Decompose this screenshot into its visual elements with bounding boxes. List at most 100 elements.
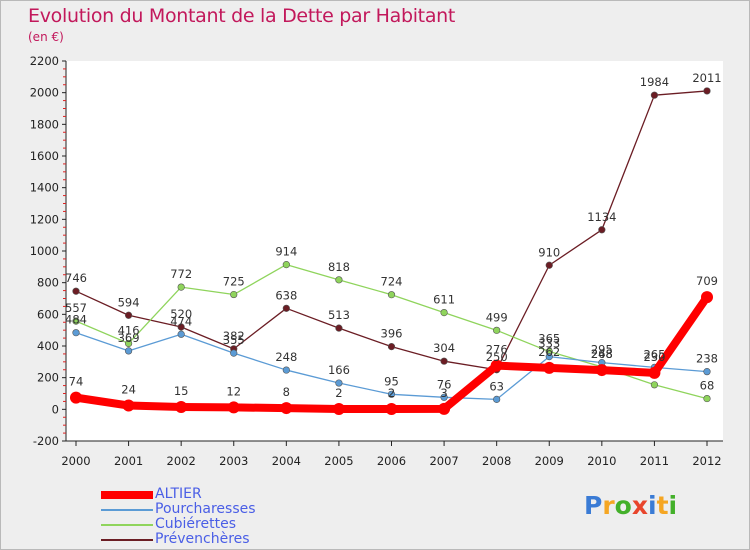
data-point [387, 390, 396, 398]
logo-letter: o [614, 491, 632, 520]
data-label: 248 [275, 350, 297, 364]
data-point [703, 368, 711, 376]
data-label: 268 [591, 347, 613, 361]
chart-title: Evolution du Montant de la Dette par Hab… [28, 5, 456, 27]
data-point [650, 91, 659, 99]
data-point [335, 324, 343, 332]
data-point [703, 394, 711, 403]
y-tick-label: 800 [37, 276, 59, 290]
data-point [70, 391, 82, 404]
data-point [282, 304, 290, 312]
data-label: 276 [486, 343, 508, 357]
y-tick-label: 600 [37, 307, 59, 321]
data-point [387, 343, 396, 351]
data-point [335, 276, 343, 284]
series-prvenchres [72, 87, 711, 374]
data-label: 12 [226, 384, 241, 398]
data-label: 474 [170, 314, 192, 328]
legend-label: Pourcharesses [155, 501, 256, 517]
y-tick-label: -200 [33, 434, 59, 448]
y-tick-label: 0 [52, 402, 59, 416]
legend-swatch [101, 509, 153, 511]
data-label: 262 [538, 345, 560, 359]
data-label: 369 [118, 331, 140, 345]
data-label: 396 [381, 327, 403, 341]
data-point [387, 291, 396, 299]
data-point [282, 261, 290, 269]
x-tick-label: 2001 [114, 454, 143, 468]
data-label: 709 [696, 274, 718, 288]
x-tick-label: 2012 [692, 454, 721, 468]
data-point [124, 311, 133, 319]
data-point [545, 353, 553, 361]
data-point [282, 366, 290, 374]
y-tick-label: 2200 [30, 54, 59, 68]
logo-letter: i [668, 491, 678, 520]
data-point [72, 287, 80, 295]
data-label: 513 [328, 308, 350, 322]
x-tick-label: 2005 [324, 454, 353, 468]
data-label: 166 [328, 363, 350, 377]
y-tick-label: 1800 [30, 117, 59, 131]
data-point [650, 381, 659, 389]
data-label: 382 [223, 329, 245, 343]
unit-label: (en €) [28, 30, 64, 44]
data-label: 3 [440, 386, 447, 400]
data-label: 520 [170, 307, 192, 321]
data-point [598, 226, 606, 234]
data-point [701, 291, 713, 304]
legend-swatch [101, 524, 153, 526]
legend-item: Prévenchères [101, 531, 361, 547]
data-label: 15 [174, 384, 189, 398]
data-label: 2 [335, 386, 342, 400]
y-tick-label: 200 [37, 371, 59, 385]
y-tick-label: 1400 [30, 181, 59, 195]
data-label: 76 [437, 377, 452, 391]
data-point [335, 379, 343, 387]
data-label: 818 [328, 260, 350, 274]
data-label: 725 [223, 275, 245, 289]
y-tick-label: 2000 [30, 86, 59, 100]
data-label: 772 [170, 267, 192, 281]
data-label: 484 [65, 313, 87, 327]
data-point [230, 349, 238, 357]
data-label: 1134 [587, 210, 616, 224]
data-label: 499 [486, 310, 508, 324]
data-label: 248 [591, 347, 613, 361]
legend-swatch [101, 491, 153, 499]
data-point [438, 402, 451, 415]
data-label: 611 [433, 293, 455, 307]
data-point [72, 329, 80, 337]
data-label: 295 [591, 343, 613, 357]
data-point [124, 347, 133, 355]
data-label: 24 [121, 383, 136, 397]
x-tick-label: 2007 [429, 454, 458, 468]
x-tick-label: 2011 [640, 454, 669, 468]
data-point [595, 364, 608, 377]
data-label: 2011 [692, 71, 721, 85]
x-tick-label: 2008 [482, 454, 511, 468]
data-point [177, 323, 185, 331]
legend-label: Prévenchères [155, 531, 250, 547]
data-label: 365 [538, 332, 560, 346]
logo-letter: t [656, 491, 669, 520]
data-point [122, 399, 135, 412]
data-point [175, 400, 188, 413]
data-label: 74 [69, 375, 84, 389]
data-point [385, 403, 398, 416]
data-point [493, 395, 501, 403]
data-point [230, 290, 238, 299]
data-point [227, 401, 240, 414]
data-point [440, 393, 448, 401]
y-tick-label: 1000 [30, 244, 59, 258]
data-label: 914 [275, 245, 297, 259]
logo-letter: r [602, 491, 615, 520]
legend-item: Pourcharesses [101, 501, 361, 517]
data-point [703, 87, 711, 95]
plot-area [66, 61, 723, 441]
data-point [543, 361, 556, 374]
series-altier [70, 291, 713, 416]
y-tick-label: 400 [37, 339, 59, 353]
